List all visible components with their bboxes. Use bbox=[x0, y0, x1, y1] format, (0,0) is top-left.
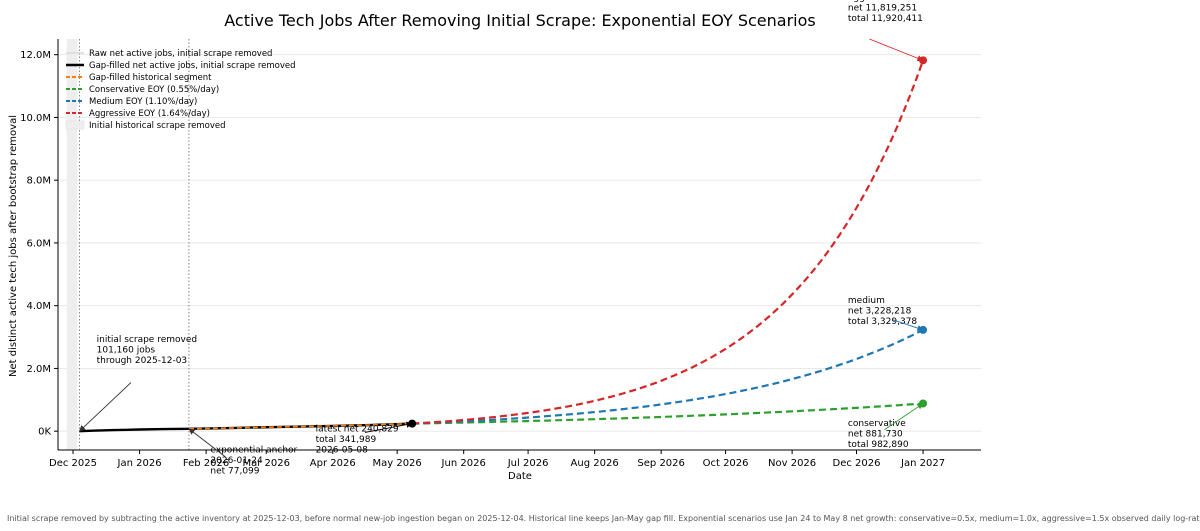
x-tick-label-12: Dec 2026 bbox=[833, 458, 881, 469]
legend-swatch-6 bbox=[65, 120, 85, 130]
y-tick-label-4: 8.0M bbox=[26, 176, 51, 187]
annotation-latest-net-line-1: total 341,989 bbox=[316, 435, 377, 445]
annotation-exponential-anchor-line-1: 2026-01-24 bbox=[210, 456, 263, 466]
annotation-medium: medium net 3,228,218 total 3,329,378 bbox=[848, 296, 918, 327]
x-tick-label-8: Aug 2026 bbox=[571, 458, 619, 469]
medium-scenario-line bbox=[412, 328, 924, 425]
annotation-medium-line-0: medium bbox=[848, 296, 885, 306]
annotation-latest-net-line-2: 2026-05-08 bbox=[316, 445, 369, 455]
annotation-initial-scrape-line-1: 101,160 jobs bbox=[97, 345, 156, 355]
annotation-initial-scrape-line-2: through 2025-12-03 bbox=[97, 356, 188, 366]
x-tick-label-2: Feb 2026 bbox=[183, 458, 229, 469]
legend-label-0: Raw net active jobs, initial scrape remo… bbox=[89, 49, 272, 59]
annotation-latest-net-arrow bbox=[364, 421, 413, 433]
grid-layer bbox=[58, 54, 981, 432]
x-tick-label-13: Jan 2027 bbox=[900, 458, 945, 469]
legend-label-1: Gap-filled net active jobs, initial scra… bbox=[89, 61, 296, 71]
x-tick-label-6: Jun 2026 bbox=[441, 458, 486, 469]
annotation-exponential-anchor-arrow bbox=[188, 428, 226, 458]
axes-layer: 0K 2.0M 4.0M 6.0M 8.0M 10.0M 12.0M Dec 2025 Jan … bbox=[20, 39, 981, 469]
x-tick-label-3: Mar 2026 bbox=[242, 458, 290, 469]
annotation-conservative-arrow bbox=[884, 403, 924, 431]
legend-label-4: Medium EOY (1.10%/day) bbox=[89, 97, 197, 107]
annotation-exponential-anchor-line-2: net 77,099 bbox=[210, 467, 259, 477]
annotation-layer: initial scrape removed 101,160 jobs throug… bbox=[79, 0, 924, 477]
x-tick-label-11: Nov 2026 bbox=[768, 458, 816, 469]
x-axis-label: Date bbox=[508, 471, 532, 482]
annotation-aggressive-line-2: total 11,920,411 bbox=[848, 14, 923, 24]
annotation-initial-scrape-arrow bbox=[79, 382, 132, 432]
x-tick-label-9: Sep 2026 bbox=[637, 458, 684, 469]
y-axis-label: Net distinct active tech jobs after boot… bbox=[8, 115, 19, 377]
y-tick-label-3: 6.0M bbox=[26, 238, 51, 249]
y-tick-label-1: 2.0M bbox=[26, 364, 51, 375]
y-tick-label-2: 4.0M bbox=[26, 301, 51, 312]
x-tick-label-7: Jul 2026 bbox=[507, 458, 549, 469]
aggressive-scenario-line bbox=[412, 60, 925, 425]
annotation-aggressive-arrow bbox=[869, 38, 924, 62]
legend-label-2: Gap-filled historical segment bbox=[89, 73, 212, 83]
span-layer bbox=[66, 39, 190, 450]
removed-span bbox=[66, 39, 78, 450]
conservative-scenario-line bbox=[412, 402, 924, 425]
annotation-conservative-line-0: conservative bbox=[848, 419, 906, 429]
y-tick-label-5: 10.0M bbox=[20, 113, 51, 124]
annotation-medium-line-2: total 3,329,378 bbox=[848, 317, 918, 327]
x-tick-label-10: Oct 2026 bbox=[703, 458, 749, 469]
annotation-exponential-anchor-line-0: exponential anchor bbox=[210, 446, 297, 456]
chart-title: Active Tech Jobs After Removing Initial … bbox=[224, 11, 815, 30]
annotation-latest-net-line-0: latest net 240,829 bbox=[316, 424, 399, 434]
annotation-aggressive-line-0: aggressive bbox=[848, 0, 897, 3]
annotation-latest-net: latest net 240,829 total 341,989 2026-05-0… bbox=[316, 424, 399, 455]
x-tick-label-5: May 2026 bbox=[372, 458, 421, 469]
annotation-conservative-line-1: net 881,730 bbox=[848, 430, 903, 440]
annotation-initial-scrape-line-0: initial scrape removed bbox=[97, 335, 197, 345]
y-tick-label-6: 12.0M bbox=[20, 50, 51, 61]
annotation-conservative: conservative net 881,730 total 982,890 bbox=[848, 419, 909, 450]
legend-label-6: Initial historical scrape removed bbox=[89, 121, 226, 131]
x-tick-label-4: Apr 2026 bbox=[310, 458, 356, 469]
legend: Raw net active jobs, initial scrape remo… bbox=[65, 49, 296, 131]
footer-note: Initial scrape removed by subtracting th… bbox=[7, 514, 1200, 523]
annotation-medium-arrow bbox=[892, 319, 924, 332]
x-tick-label-0: Dec 2025 bbox=[49, 458, 97, 469]
x-tick-label-1: Jan 2026 bbox=[117, 458, 162, 469]
legend-label-5: Aggressive EOY (1.64%/day) bbox=[89, 109, 210, 119]
annotation-exponential-anchor: exponential anchor 2026-01-24 net 77,099 bbox=[210, 446, 297, 477]
annotation-aggressive-line-1: net 11,819,251 bbox=[848, 3, 917, 13]
legend-label-3: Conservative EOY (0.55%/day) bbox=[89, 85, 219, 95]
annotation-medium-line-1: net 3,228,218 bbox=[848, 307, 912, 317]
annotation-conservative-line-2: total 982,890 bbox=[848, 440, 909, 450]
y-tick-label-0: 0K bbox=[38, 427, 51, 438]
annotation-initial-scrape: initial scrape removed 101,160 jobs throug… bbox=[97, 335, 197, 366]
